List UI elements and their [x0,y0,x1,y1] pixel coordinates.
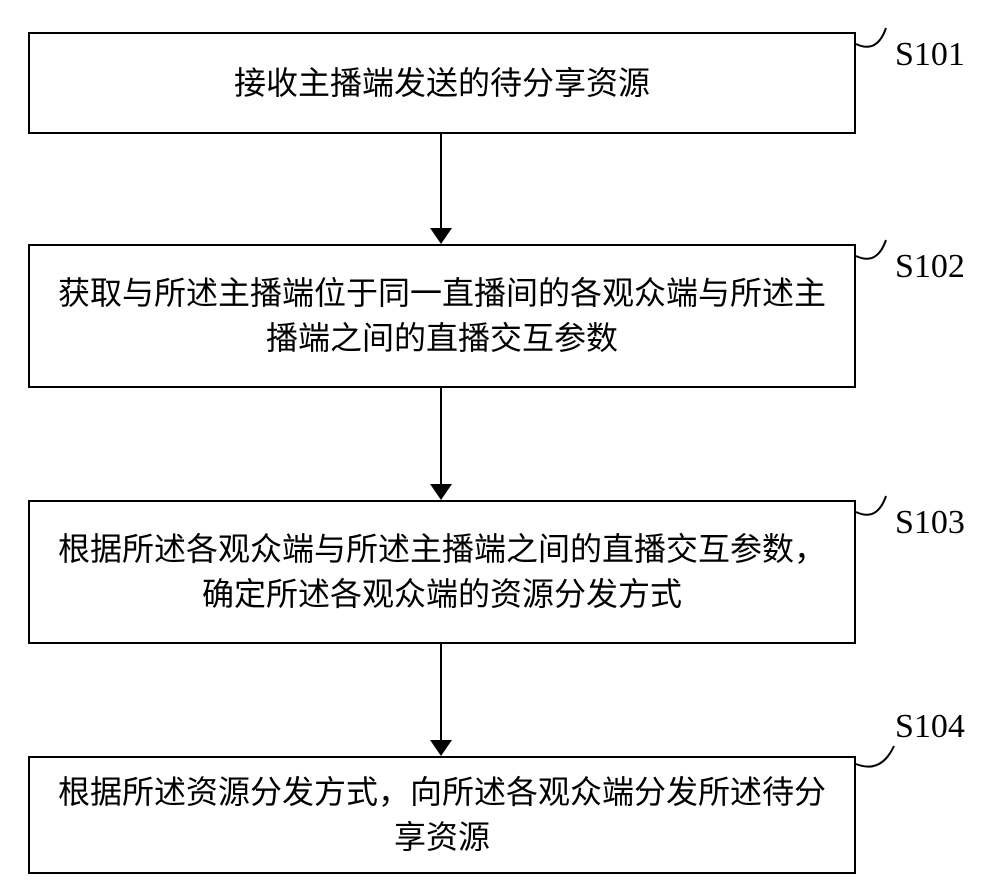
label-connectors-group [856,28,894,767]
connector-layer [0,0,1000,887]
flowchart-canvas: 接收主播端发送的待分享资源 S101 获取与所述主播端位于同一直播间的各观众端与… [0,0,1000,887]
edges-group [430,134,452,756]
